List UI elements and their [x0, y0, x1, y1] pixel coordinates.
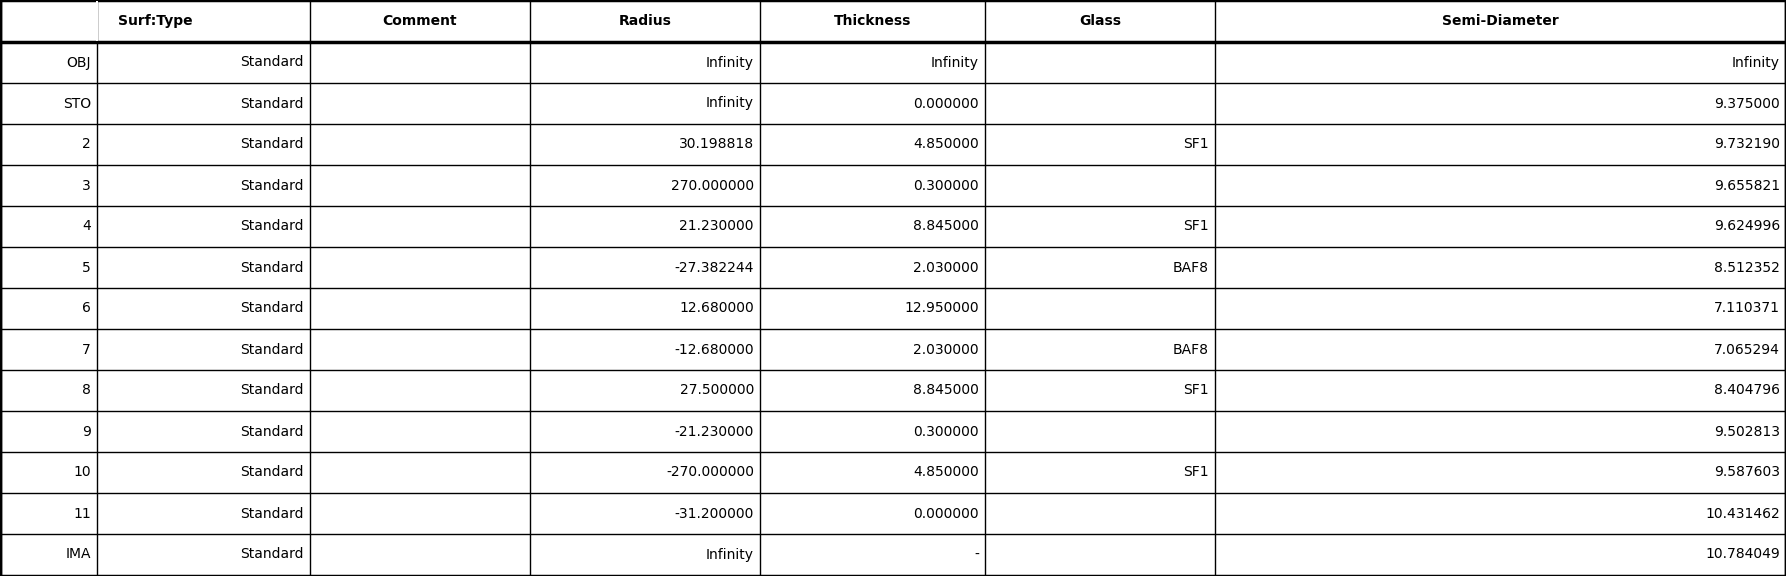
Text: 270.000000: 270.000000: [672, 179, 754, 192]
Text: Standard: Standard: [241, 138, 304, 151]
Text: Infinity: Infinity: [1732, 55, 1781, 70]
Text: Infinity: Infinity: [705, 55, 754, 70]
Text: 4.850000: 4.850000: [913, 138, 979, 151]
Text: Semi-Diameter: Semi-Diameter: [1441, 14, 1559, 28]
Text: 0.300000: 0.300000: [913, 425, 979, 438]
Text: -270.000000: -270.000000: [666, 465, 754, 479]
Text: BAF8: BAF8: [1173, 343, 1209, 357]
Text: Infinity: Infinity: [705, 97, 754, 111]
Text: Standard: Standard: [241, 425, 304, 438]
Text: 8.512352: 8.512352: [1715, 260, 1781, 275]
Text: SF1: SF1: [1184, 138, 1209, 151]
Text: OBJ: OBJ: [66, 55, 91, 70]
Text: 9.587603: 9.587603: [1715, 465, 1781, 479]
Text: 8.845000: 8.845000: [913, 384, 979, 397]
Text: Standard: Standard: [241, 343, 304, 357]
Text: 12.680000: 12.680000: [679, 301, 754, 316]
Text: Infinity: Infinity: [931, 55, 979, 70]
Text: Standard: Standard: [241, 465, 304, 479]
Text: 0.300000: 0.300000: [913, 179, 979, 192]
Text: 4.850000: 4.850000: [913, 465, 979, 479]
Text: Standard: Standard: [241, 384, 304, 397]
Text: 30.198818: 30.198818: [679, 138, 754, 151]
Text: Standard: Standard: [241, 55, 304, 70]
Text: Standard: Standard: [241, 548, 304, 562]
Text: 10: 10: [73, 465, 91, 479]
Text: Standard: Standard: [241, 260, 304, 275]
Text: 9.624996: 9.624996: [1715, 219, 1781, 233]
Text: Standard: Standard: [241, 506, 304, 521]
Text: 27.500000: 27.500000: [680, 384, 754, 397]
Text: SF1: SF1: [1184, 384, 1209, 397]
Text: STO: STO: [63, 97, 91, 111]
Text: 0.000000: 0.000000: [913, 97, 979, 111]
Text: 7: 7: [82, 343, 91, 357]
Text: 10.431462: 10.431462: [1706, 506, 1781, 521]
Text: 9.732190: 9.732190: [1715, 138, 1781, 151]
Text: Glass: Glass: [1079, 14, 1122, 28]
Text: 21.230000: 21.230000: [679, 219, 754, 233]
Text: 9.375000: 9.375000: [1715, 97, 1781, 111]
Text: IMA: IMA: [66, 548, 91, 562]
Text: -31.200000: -31.200000: [675, 506, 754, 521]
Text: Standard: Standard: [241, 97, 304, 111]
Text: Standard: Standard: [241, 179, 304, 192]
Text: 6: 6: [82, 301, 91, 316]
Text: -12.680000: -12.680000: [675, 343, 754, 357]
Bar: [96, 1, 98, 41]
Text: Standard: Standard: [241, 219, 304, 233]
Text: SF1: SF1: [1184, 219, 1209, 233]
Text: SF1: SF1: [1184, 465, 1209, 479]
Text: 8: 8: [82, 384, 91, 397]
Text: 10.784049: 10.784049: [1706, 548, 1781, 562]
Text: 4: 4: [82, 219, 91, 233]
Text: 2.030000: 2.030000: [913, 343, 979, 357]
Text: Infinity: Infinity: [705, 548, 754, 562]
Text: 7.110371: 7.110371: [1715, 301, 1781, 316]
Text: -27.382244: -27.382244: [675, 260, 754, 275]
Text: 2.030000: 2.030000: [913, 260, 979, 275]
Text: Standard: Standard: [241, 301, 304, 316]
Text: 5: 5: [82, 260, 91, 275]
Text: 9.502813: 9.502813: [1715, 425, 1781, 438]
Text: Radius: Radius: [618, 14, 672, 28]
Text: Thickness: Thickness: [834, 14, 911, 28]
Text: -21.230000: -21.230000: [675, 425, 754, 438]
Text: 8.845000: 8.845000: [913, 219, 979, 233]
Text: Surf:Type: Surf:Type: [118, 14, 193, 28]
Text: 11: 11: [73, 506, 91, 521]
Text: BAF8: BAF8: [1173, 260, 1209, 275]
Text: 12.950000: 12.950000: [904, 301, 979, 316]
Text: 2: 2: [82, 138, 91, 151]
Text: 9.655821: 9.655821: [1715, 179, 1781, 192]
Text: 7.065294: 7.065294: [1715, 343, 1781, 357]
Text: 0.000000: 0.000000: [913, 506, 979, 521]
Text: 8.404796: 8.404796: [1715, 384, 1781, 397]
Text: 9: 9: [82, 425, 91, 438]
Text: -: -: [973, 548, 979, 562]
Text: Comment: Comment: [382, 14, 457, 28]
Text: 3: 3: [82, 179, 91, 192]
